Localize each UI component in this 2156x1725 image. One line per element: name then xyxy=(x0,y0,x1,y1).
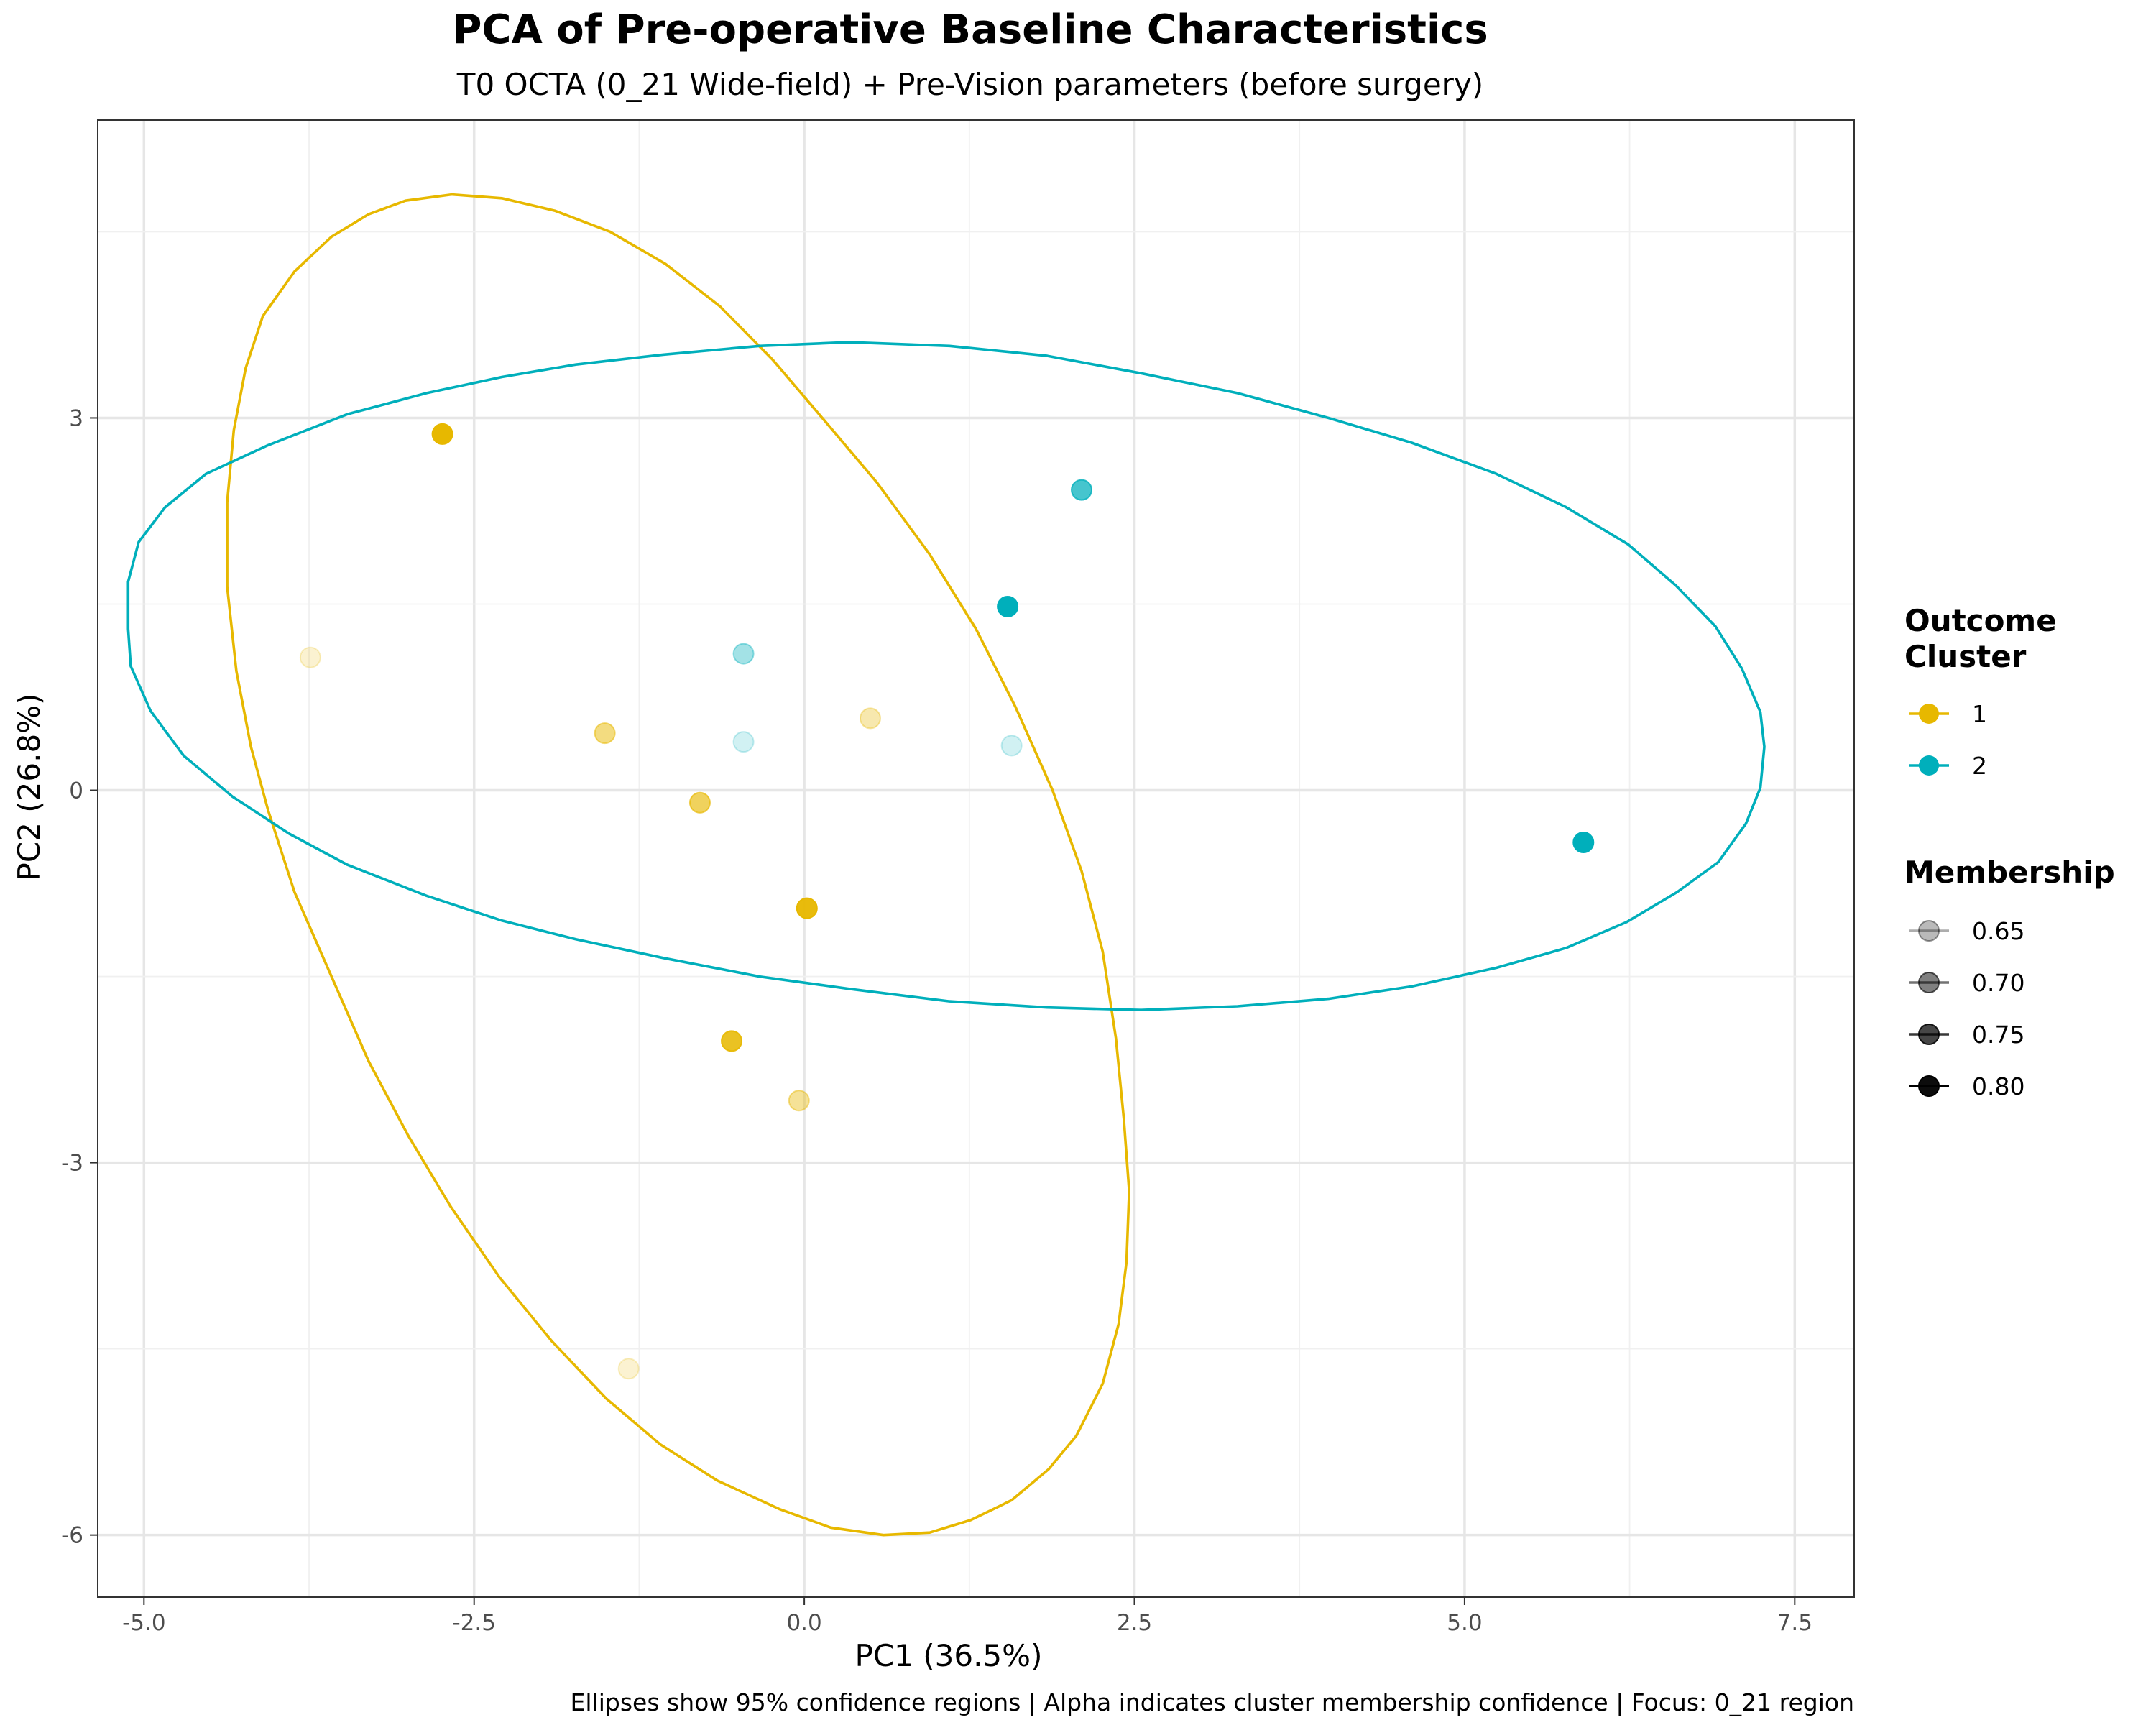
x-tick-label: 7.5 xyxy=(1777,1610,1812,1636)
legend-label: 0.70 xyxy=(1972,969,2024,997)
y-tick-label: 0 xyxy=(69,778,83,804)
legend-label: 0.65 xyxy=(1972,917,2024,945)
legend-entry-membership: 0.70 xyxy=(1909,969,2024,997)
data-point-cluster-2 xyxy=(1071,479,1093,501)
confidence-ellipse-cluster-2 xyxy=(126,341,1766,1011)
chart-caption: Ellipses show 95% confidence regions | A… xyxy=(571,1688,1854,1716)
x-tick-label: 5.0 xyxy=(1447,1610,1482,1636)
data-point-cluster-1 xyxy=(796,897,818,919)
chart-title: PCA of Pre-operative Baseline Characteri… xyxy=(452,6,1488,53)
x-axis-label: PC1 (36.5%) xyxy=(855,1638,1043,1673)
legend-label: 1 xyxy=(1972,700,1987,728)
y-axis-ticks: -6 -3 0 3 xyxy=(61,405,98,1549)
data-point-cluster-2 xyxy=(997,595,1019,617)
legend-key-point xyxy=(1918,1075,1940,1097)
legend-key-point xyxy=(1918,1024,1940,1045)
chart-subtitle: T0 OCTA (0_21 Wide-field) + Pre-Vision p… xyxy=(456,67,1483,102)
confidence-ellipses xyxy=(126,193,1766,1537)
data-point-cluster-1 xyxy=(721,1030,743,1052)
x-axis-ticks: -5.0 -2.5 0.0 2.5 5.0 7.5 xyxy=(122,1597,1812,1636)
y-tick-label: -3 xyxy=(61,1151,83,1177)
legend-entry-membership: 0.75 xyxy=(1909,1021,2024,1049)
x-tick-label: 2.5 xyxy=(1117,1610,1152,1636)
legend-entry-cluster-1: 1 xyxy=(1909,700,1987,728)
y-axis-label: PC2 (26.8%) xyxy=(11,694,47,881)
legend-entry-membership: 0.65 xyxy=(1909,917,2024,945)
legend-entry-cluster-2: 2 xyxy=(1909,752,1987,780)
legend-key-point xyxy=(1919,704,1939,724)
gridlines xyxy=(98,120,1854,1597)
legend-title-membership: Membership xyxy=(1904,855,2115,890)
legend-key-point xyxy=(1918,920,1940,942)
legend-label: 0.75 xyxy=(1972,1021,2024,1049)
data-point-cluster-2 xyxy=(732,731,755,753)
legend: Outcome Cluster 12 Membership 0.650.700.7… xyxy=(1904,603,2115,1100)
x-tick-label: 0.0 xyxy=(786,1610,821,1636)
plot-area xyxy=(97,119,1855,1598)
data-point-cluster-1 xyxy=(299,646,321,668)
data-point-cluster-2 xyxy=(1572,832,1595,854)
data-point-cluster-1 xyxy=(431,423,453,445)
legend-label: 0.80 xyxy=(1972,1072,2024,1100)
x-tick-label: -2.5 xyxy=(452,1610,496,1636)
data-point-cluster-2 xyxy=(732,643,755,665)
y-tick-label: -6 xyxy=(61,1523,83,1549)
plot-background xyxy=(98,120,1854,1597)
data-point-cluster-2 xyxy=(1000,735,1023,757)
legend-key-point xyxy=(1919,755,1939,776)
legend-membership-entries: 0.65 0.70 0.75 0.80 xyxy=(1909,917,2024,1100)
legend-entry-membership: 0.80 xyxy=(1909,1072,2024,1100)
data-point-cluster-1 xyxy=(688,791,711,814)
legend-title-line: Cluster xyxy=(1904,639,2027,674)
y-tick-label: 3 xyxy=(69,405,83,431)
legend-key-point xyxy=(1918,972,1940,993)
legend-title-line: Outcome xyxy=(1904,603,2057,638)
legend-outcome-cluster-entries: 12 xyxy=(1909,700,1987,780)
data-point-cluster-1 xyxy=(617,1358,640,1380)
legend-title-outcome-cluster: Outcome Cluster xyxy=(1904,603,2057,674)
data-point-cluster-1 xyxy=(859,707,881,730)
plot-border xyxy=(97,119,1855,1598)
confidence-ellipse-cluster-1 xyxy=(226,193,1130,1537)
data-point-cluster-1 xyxy=(594,722,616,745)
data-point-cluster-1 xyxy=(788,1090,810,1112)
legend-label: 2 xyxy=(1972,752,1987,780)
data-points xyxy=(299,423,1595,1380)
x-tick-label: -5.0 xyxy=(122,1610,166,1636)
